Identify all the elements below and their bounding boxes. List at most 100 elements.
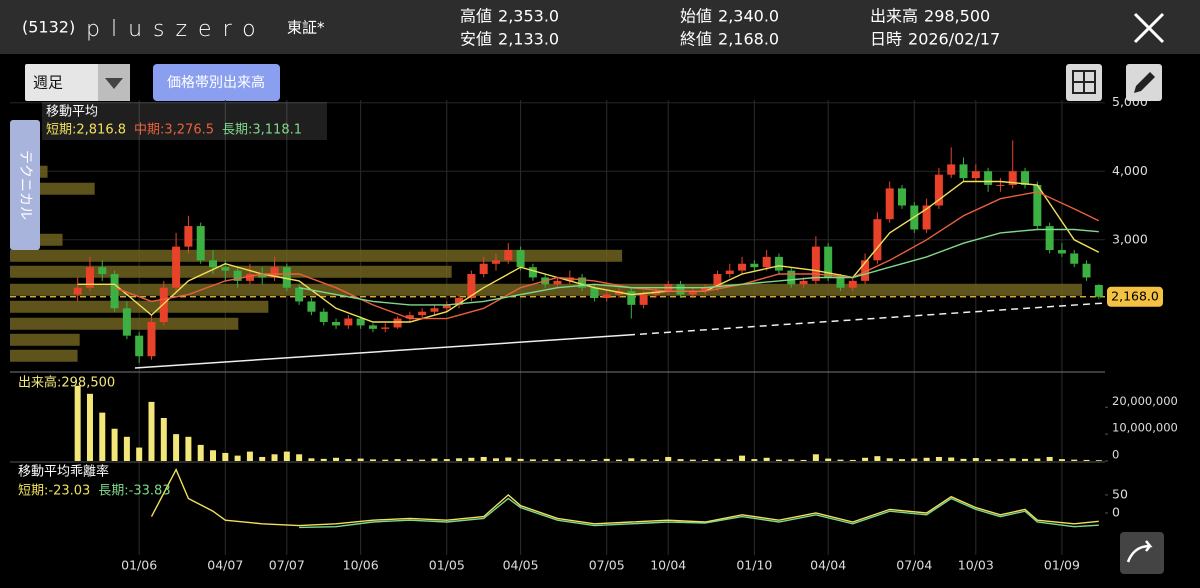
ma-line (77, 180, 1100, 323)
volume-bar (800, 459, 807, 461)
volume-bar (652, 459, 659, 461)
period-select[interactable]: 週足 (25, 64, 130, 101)
last-price-box (1107, 286, 1163, 307)
volume-bar (972, 458, 979, 461)
volume-bar (763, 457, 770, 461)
x-tick-label: 01/09 (1044, 558, 1080, 573)
candle-body (270, 267, 279, 278)
volume-profile-button[interactable]: 価格帯別出来高 (153, 64, 280, 101)
candle-body (1021, 171, 1030, 185)
volume-bar (333, 457, 340, 461)
candle-body (934, 174, 943, 206)
stock-code: (5132) (22, 18, 75, 37)
volume-bar (1009, 458, 1016, 461)
deviation-line (299, 497, 1099, 529)
candle-body (725, 270, 734, 275)
candle-body (774, 256, 783, 271)
volume-bar (923, 457, 930, 461)
volume-bar (616, 459, 623, 461)
volume-bar (185, 436, 192, 461)
volume-bar (640, 459, 647, 461)
volume-bar (812, 454, 819, 461)
volume-profile-bar (10, 349, 78, 362)
candle-body (922, 205, 931, 230)
market: 東証* (287, 19, 325, 37)
y-tick-label: 0 (1112, 504, 1120, 519)
volume-bar (468, 457, 475, 461)
volume-bar (911, 458, 918, 461)
volume-bar (862, 457, 869, 461)
trend-line-ext (627, 302, 1106, 336)
volume-profile-bar (10, 265, 452, 278)
candle-body (344, 318, 353, 326)
volume-bar (714, 458, 721, 461)
candle-body (73, 287, 82, 295)
candle-body (590, 287, 599, 299)
candle-body (848, 280, 857, 288)
x-tick-label: 07/05 (589, 558, 625, 573)
volume-bar (1071, 459, 1078, 461)
x-tick-label: 10/04 (650, 558, 686, 573)
volume-bar (197, 444, 204, 461)
volume-bar (357, 458, 364, 461)
x-tick-label: 01/10 (736, 558, 772, 573)
volume-bar (665, 456, 672, 461)
volume-bar (271, 454, 278, 461)
volume-bar (677, 459, 684, 461)
volume-bar (788, 459, 795, 461)
volume-bar (246, 451, 253, 461)
candle-body (984, 171, 993, 185)
volume-bar (210, 450, 217, 461)
candle-body (701, 287, 710, 292)
draw-button[interactable] (1126, 64, 1162, 101)
volume-bar (492, 458, 499, 461)
trend-line (134, 334, 629, 369)
y-tick-label: 5,000 (1112, 94, 1148, 109)
candle-body (233, 270, 242, 281)
close-button[interactable] (1133, 12, 1165, 44)
volume-bar (1046, 456, 1053, 461)
volume-bar (480, 456, 487, 461)
y-tick-label: 50 (1112, 486, 1128, 501)
volume-bar (394, 459, 401, 461)
candle-body (996, 184, 1005, 186)
candle-body (110, 274, 119, 309)
period-label: 週足 (33, 74, 63, 92)
volume-bar (369, 459, 376, 461)
y-tick-label: 3,000 (1112, 231, 1148, 246)
technical-tab[interactable]: テクニカル (10, 120, 40, 250)
candle-body (196, 226, 205, 261)
x-tick-label: 07/04 (896, 558, 932, 573)
candle-body (762, 256, 771, 268)
layout-button[interactable] (1066, 64, 1102, 101)
volume-bar (1095, 460, 1102, 461)
candle-body (221, 267, 230, 271)
volume-bar (86, 393, 93, 461)
candle-body (504, 250, 513, 261)
candle-body (307, 301, 316, 312)
volume-bar (136, 447, 143, 461)
candle-body (85, 267, 94, 288)
candle-body (405, 315, 414, 319)
scroll-button[interactable] (1120, 532, 1164, 574)
candle-body (528, 267, 537, 278)
x-tick-label: 04/07 (207, 558, 243, 573)
candle-body (147, 321, 156, 357)
volume-bar (579, 459, 586, 461)
candle-body (787, 270, 796, 285)
y-tick-label: 0 (1112, 448, 1119, 462)
volume-bar (345, 459, 352, 461)
stat-value: 2,168.0 (718, 30, 779, 49)
volume-bar (529, 459, 536, 461)
candle-body (442, 304, 451, 309)
candle-body (430, 308, 439, 312)
volume-profile-bar (10, 300, 269, 313)
volume-profile-bar (10, 249, 623, 262)
volume-bar (997, 459, 1004, 461)
candle-body (122, 308, 131, 336)
candle-body (971, 171, 980, 179)
volume-bar (739, 455, 746, 461)
volume-bar (948, 457, 955, 461)
candle-body (98, 267, 107, 275)
